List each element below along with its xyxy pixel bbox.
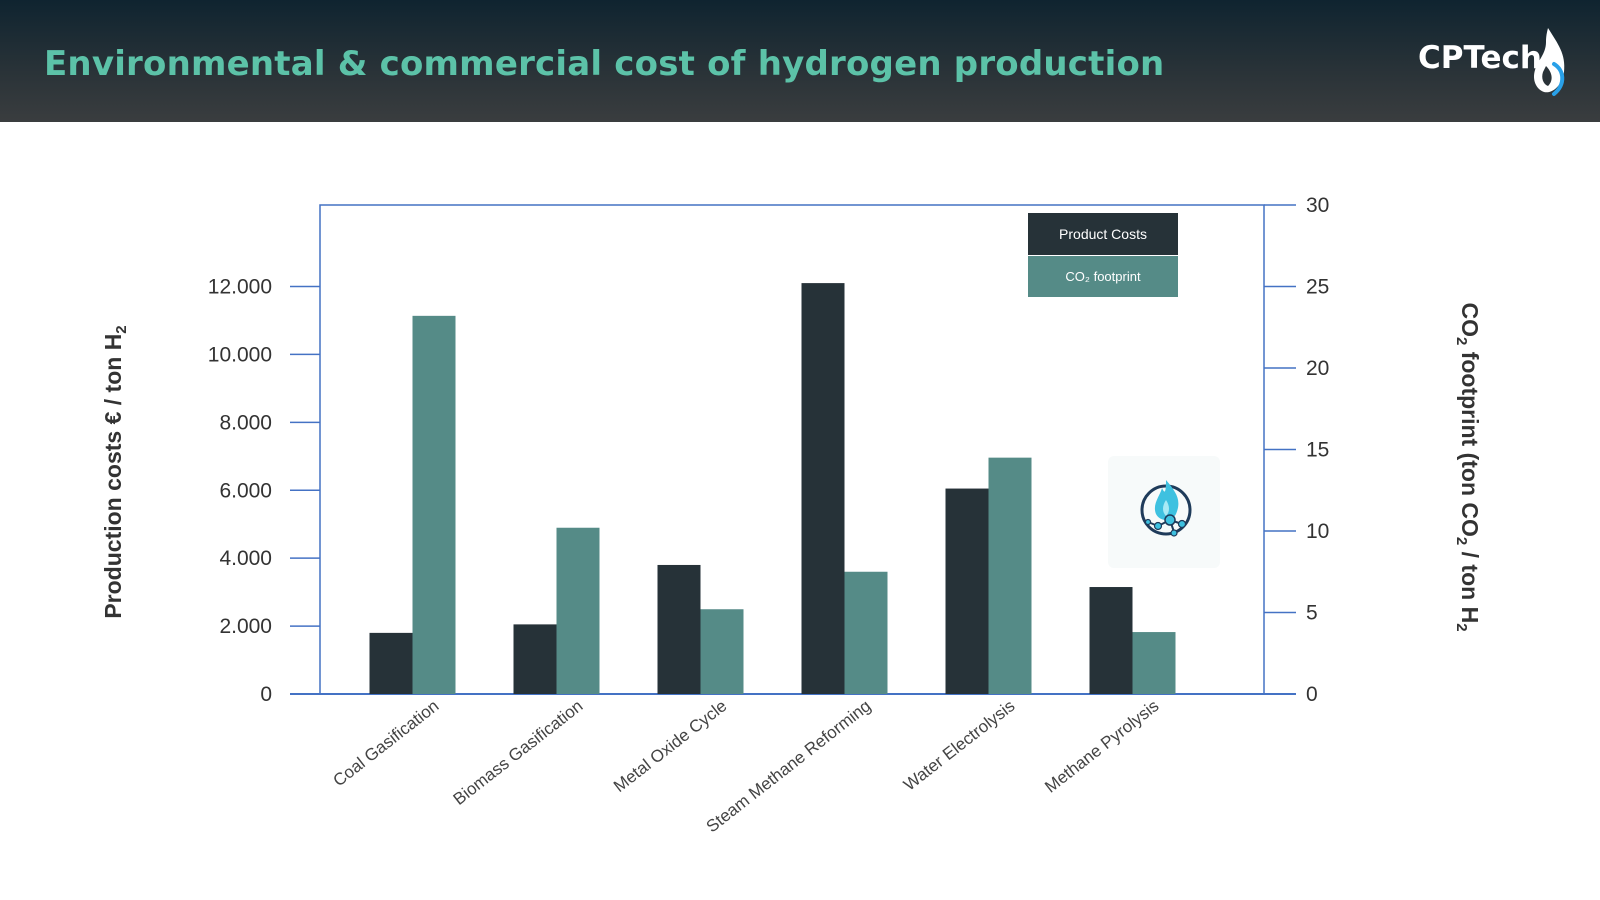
left-axis-tick-label: 4.000 — [219, 547, 272, 570]
right-axis-title-part: footprint (ton CO — [1457, 345, 1483, 537]
page-title: Environmental & commercial cost of hydro… — [44, 44, 1165, 84]
legend-label-co2-footprint: CO₂ footprint — [1065, 269, 1141, 284]
right-axis-title: CO2 footprint (ton CO2 / ton H2 — [1453, 302, 1483, 631]
x-axis-category-label: Water Electrolysis — [900, 696, 1018, 794]
bar-co2-footprint — [1132, 632, 1176, 694]
x-axis-category-label: Biomass Gasification — [450, 696, 587, 809]
bar-product-costs — [513, 624, 557, 694]
bar-product-costs — [657, 564, 701, 694]
left-axis-tick-label: 10.000 — [208, 343, 272, 366]
flame-droplet-icon — [1534, 28, 1565, 96]
right-axis-title-part: CO — [1457, 302, 1483, 337]
left-axis-title: Production costs € / ton H2 — [100, 325, 130, 618]
bar-co2-footprint — [412, 315, 456, 694]
left-axis-tick-label: 2.000 — [219, 615, 272, 638]
right-axis-tick-label: 30 — [1306, 194, 1329, 217]
hydrogen-flame-molecule-icon — [1108, 456, 1220, 568]
chart-legend: Product Costs CO₂ footprint — [1028, 213, 1178, 297]
right-axis-tick-label: 15 — [1306, 439, 1329, 462]
right-axis-tick-label: 5 — [1306, 602, 1318, 625]
left-axis-tick-label: 8.000 — [219, 411, 272, 434]
bar-co2-footprint — [556, 527, 600, 694]
x-axis-category-label: Metal Oxide Cycle — [610, 696, 730, 796]
bar-product-costs — [801, 283, 845, 694]
right-axis-title-subscript: 2 — [1453, 337, 1470, 345]
right-axis-tick-label: 10 — [1306, 520, 1329, 543]
legend-swatch-product-costs — [1028, 213, 1178, 255]
left-axis-tick-label: 0 — [260, 683, 272, 706]
x-axis-category-label: Coal Gasification — [329, 696, 442, 790]
right-axis-title-subscript: 2 — [1453, 623, 1470, 631]
legend-swatch-co2-footprint — [1028, 256, 1178, 297]
bar-product-costs — [945, 488, 989, 694]
bar-product-costs — [1089, 587, 1133, 694]
x-axis-category-label: Steam Methane Reforming — [703, 696, 875, 836]
legend-label-product-costs: Product Costs — [1059, 226, 1147, 242]
left-axis-tick-label: 6.000 — [219, 479, 272, 502]
right-axis-tick-label: 25 — [1306, 276, 1329, 299]
bar-co2-footprint — [700, 609, 744, 694]
right-axis-tick-label: 0 — [1306, 683, 1318, 706]
header-bar: Environmental & commercial cost of hydro… — [0, 0, 1600, 122]
x-axis-category-label: Methane Pyrolysis — [1041, 696, 1162, 796]
chart-body: 0 2.000 4.000 6.000 8.000 10.000 12.000 0 5 10 15 2… — [100, 194, 1483, 836]
bar-co2-footprint — [844, 571, 888, 694]
right-axis-tick-label: 20 — [1306, 357, 1329, 380]
bar-co2-footprint — [988, 457, 1032, 694]
bar-product-costs — [369, 632, 413, 694]
right-axis-title-part: / ton H — [1457, 545, 1483, 623]
brand-name: CPTech — [1418, 40, 1542, 76]
left-axis-title-main: Production costs € / ton H — [100, 334, 126, 619]
right-axis-title-subscript: 2 — [1453, 537, 1470, 545]
left-axis-title-subscript: 2 — [113, 325, 130, 333]
left-axis-tick-label: 12.000 — [208, 276, 272, 299]
